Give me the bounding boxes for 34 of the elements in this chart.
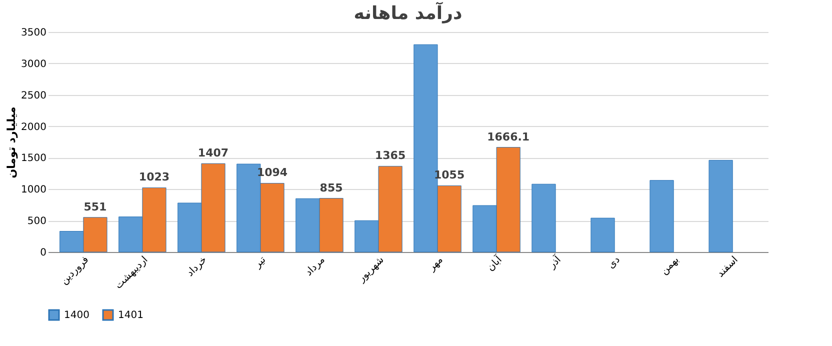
x-tick-label: آذر <box>544 252 564 272</box>
y-tick-label: 3500 <box>21 28 46 38</box>
x-tick-label: دی <box>606 254 622 271</box>
y-tick-label: 2500 <box>21 90 46 102</box>
data-label: 551 <box>84 200 107 214</box>
data-label: 1365 <box>374 149 406 162</box>
y-tick-label: 0 <box>40 248 46 258</box>
data-label: 855 <box>320 181 343 194</box>
y-axis-title: میلیارد تومان <box>5 106 18 178</box>
x-tick-label: اسفند <box>715 254 740 280</box>
x-tick-label: تیر <box>252 254 268 271</box>
y-tick-label: 2000 <box>21 122 46 133</box>
x-tick-label: مهر <box>426 254 446 274</box>
data-label: 1407 <box>198 146 229 160</box>
x-tick-label: مرداد <box>304 254 328 278</box>
data-label: 1666.1 <box>487 130 530 144</box>
y-tick-label: 500 <box>27 216 46 228</box>
x-tick-label: آبان <box>484 252 506 274</box>
x-tick-label: فروردین <box>58 254 92 287</box>
bar <box>590 218 615 252</box>
y-tick-label: 1000 <box>21 184 46 196</box>
legend-label: 1400 <box>64 310 90 321</box>
legend-label: 1401 <box>118 310 144 321</box>
bar <box>532 184 556 252</box>
x-tick-label: شهریور <box>356 254 386 286</box>
data-label: 1023 <box>138 170 170 184</box>
chart-title: درآمد ماهانه <box>354 1 462 24</box>
bar <box>650 180 674 252</box>
x-tick-label: خرداد <box>184 254 210 279</box>
x-tick-label: بهمن <box>658 254 682 277</box>
y-tick-label: 1500 <box>21 153 46 164</box>
bar <box>708 160 733 252</box>
y-tick-label: 3000 <box>21 58 46 70</box>
x-tick-label: اردیبهشت <box>113 254 150 292</box>
